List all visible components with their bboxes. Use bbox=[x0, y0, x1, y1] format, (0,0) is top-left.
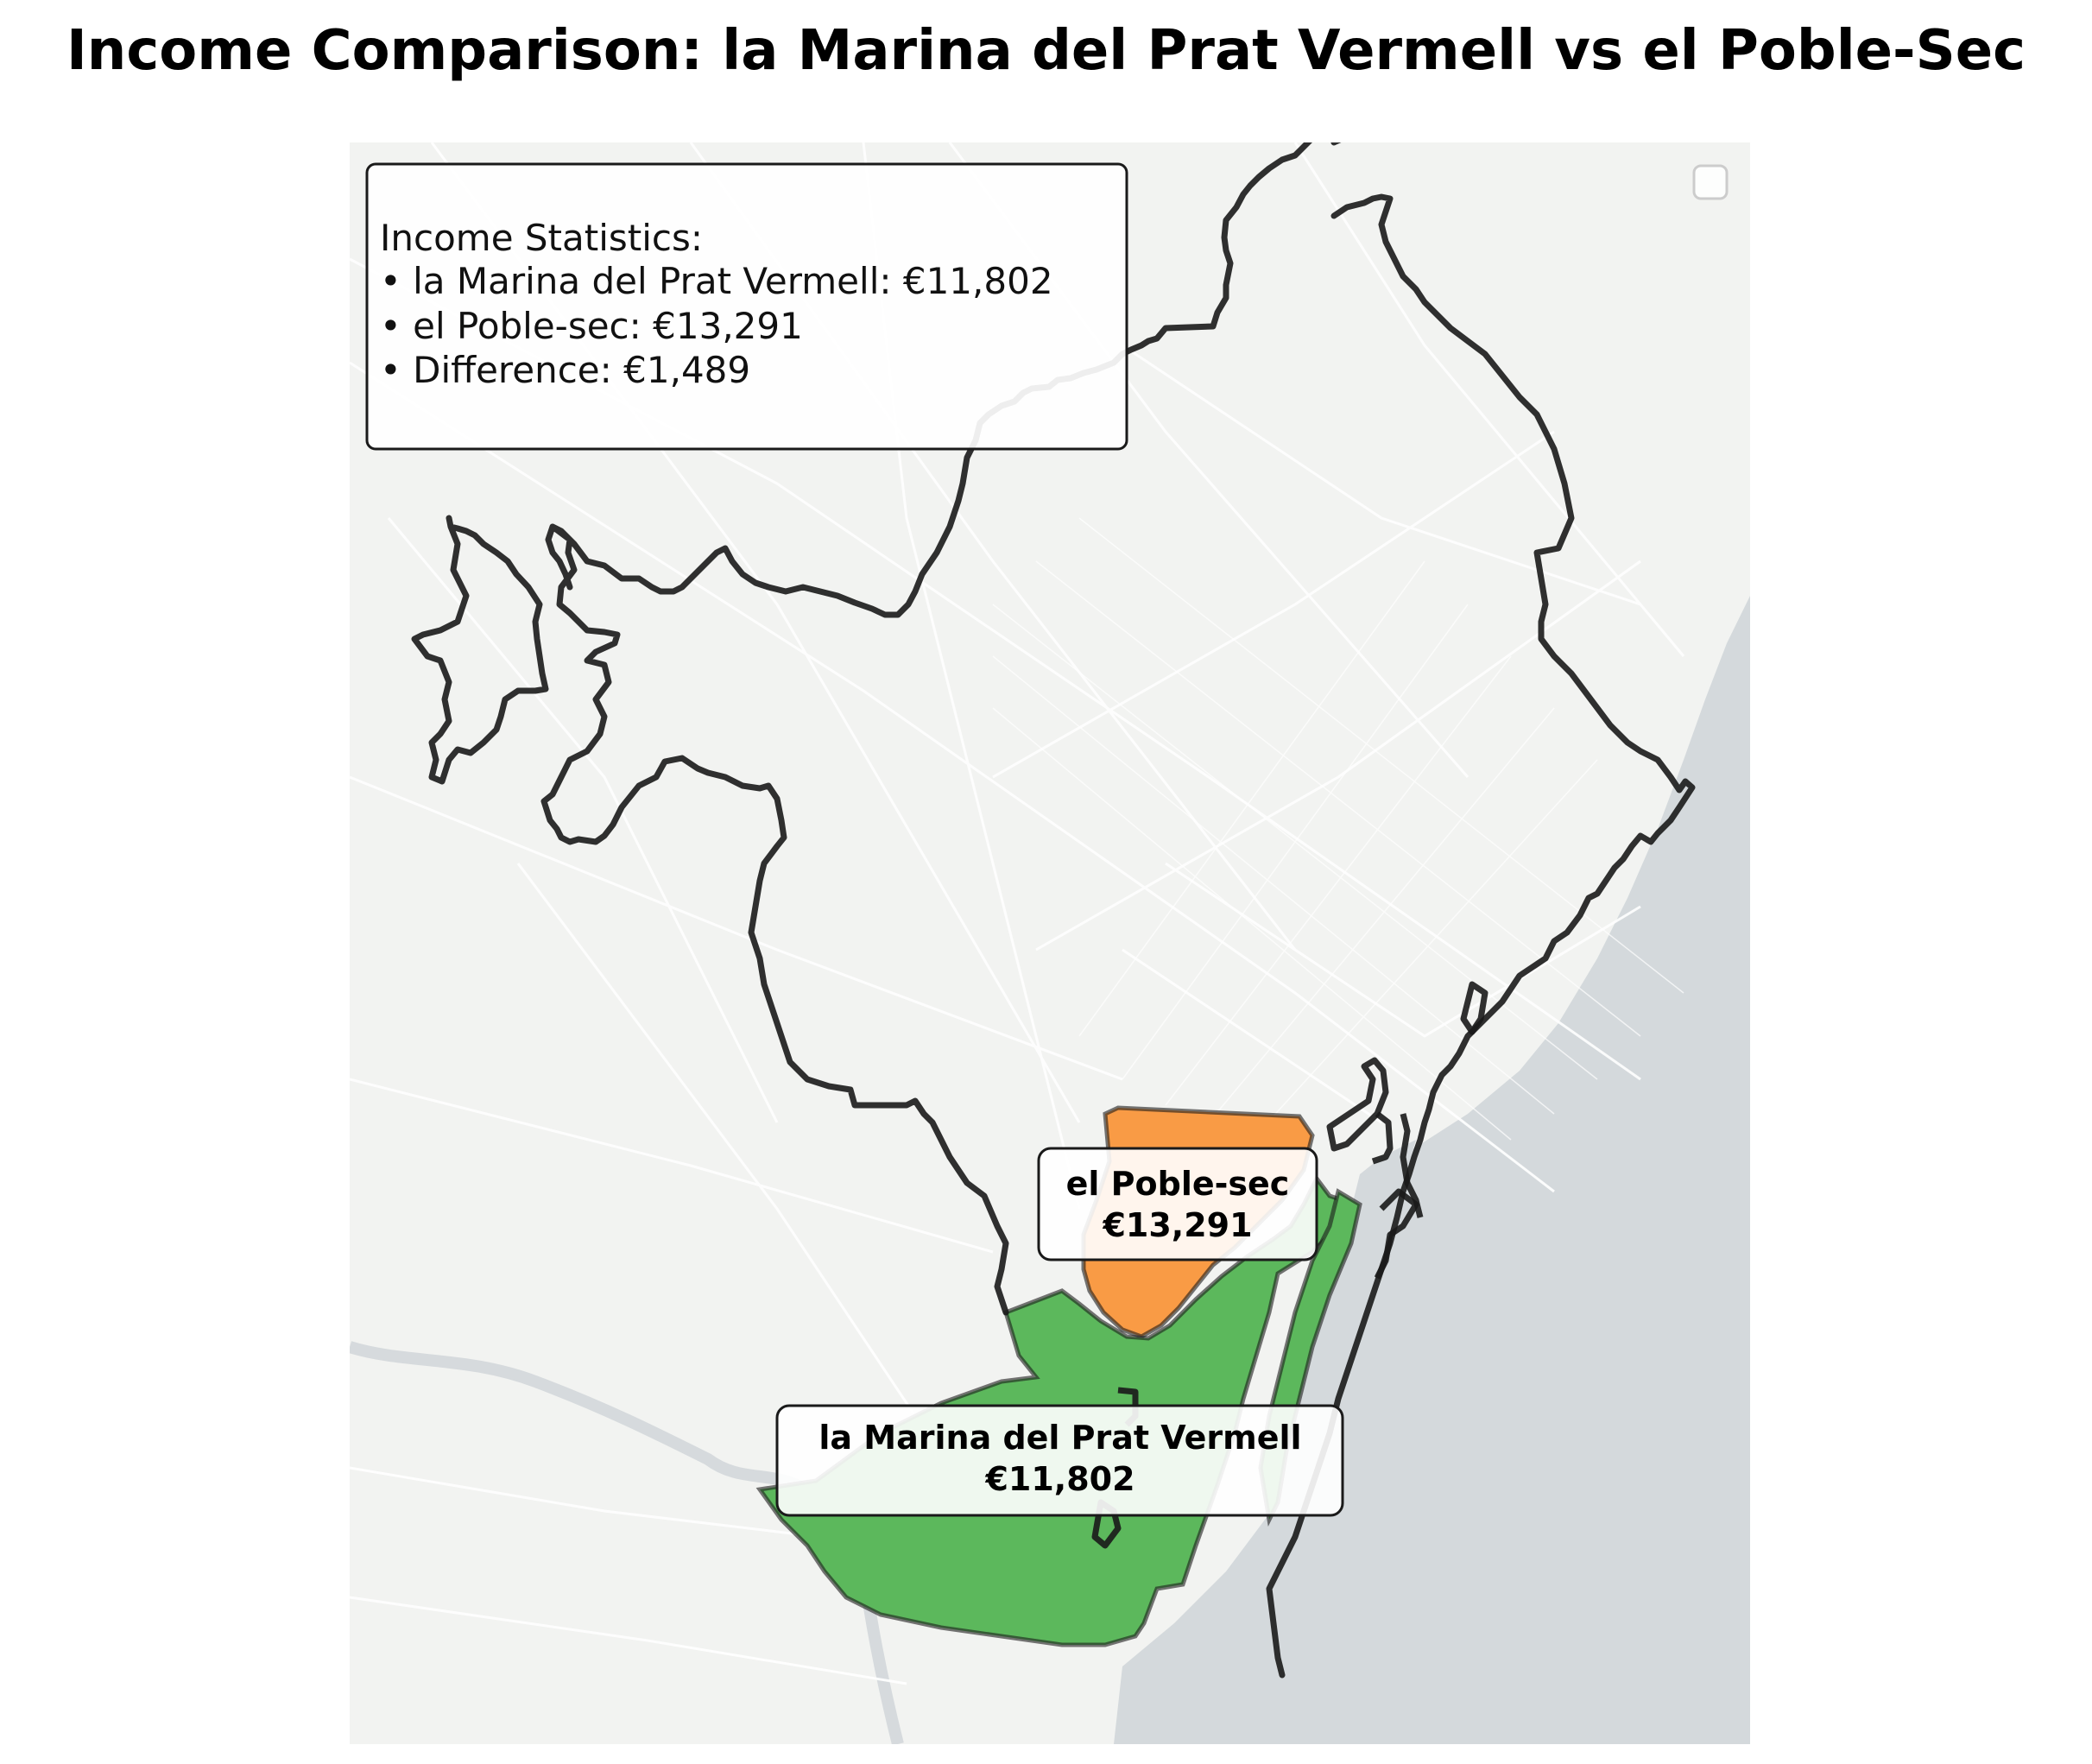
label-name-el-poble-sec: el Poble-sec bbox=[1066, 1165, 1290, 1203]
stats-line-el-poble-sec: • el Poble-sec: €13,291 bbox=[380, 305, 803, 347]
river bbox=[350, 1341, 816, 1499]
label-la-marina: la Marina del Prat Vermell €11,802 bbox=[775, 1404, 1344, 1517]
stats-line-la-marina: • la Marina del Prat Vermell: €11,802 bbox=[380, 260, 1053, 302]
label-name-la-marina: la Marina del Prat Vermell bbox=[818, 1419, 1301, 1457]
label-el-poble-sec: el Poble-sec €13,291 bbox=[1037, 1147, 1318, 1261]
stats-heading: Income Statistics: bbox=[380, 217, 703, 259]
chart-title: Income Comparison: la Marina del Prat Ve… bbox=[66, 19, 2026, 83]
label-income-la-marina: €11,802 bbox=[984, 1460, 1134, 1498]
stats-box: Income Statistics: • la Marina del Prat … bbox=[365, 162, 1128, 451]
legend-box bbox=[1692, 164, 1729, 200]
stats-line-difference: • Difference: €1,489 bbox=[380, 349, 750, 391]
stats-box-frame bbox=[365, 162, 1128, 451]
label-box-el-poble-sec bbox=[1037, 1147, 1318, 1261]
harbour-piers bbox=[1091, 981, 1488, 1549]
label-box-la-marina bbox=[775, 1404, 1344, 1517]
sea-area bbox=[1114, 596, 1750, 1744]
label-income-el-poble-sec: €13,291 bbox=[1102, 1206, 1252, 1244]
